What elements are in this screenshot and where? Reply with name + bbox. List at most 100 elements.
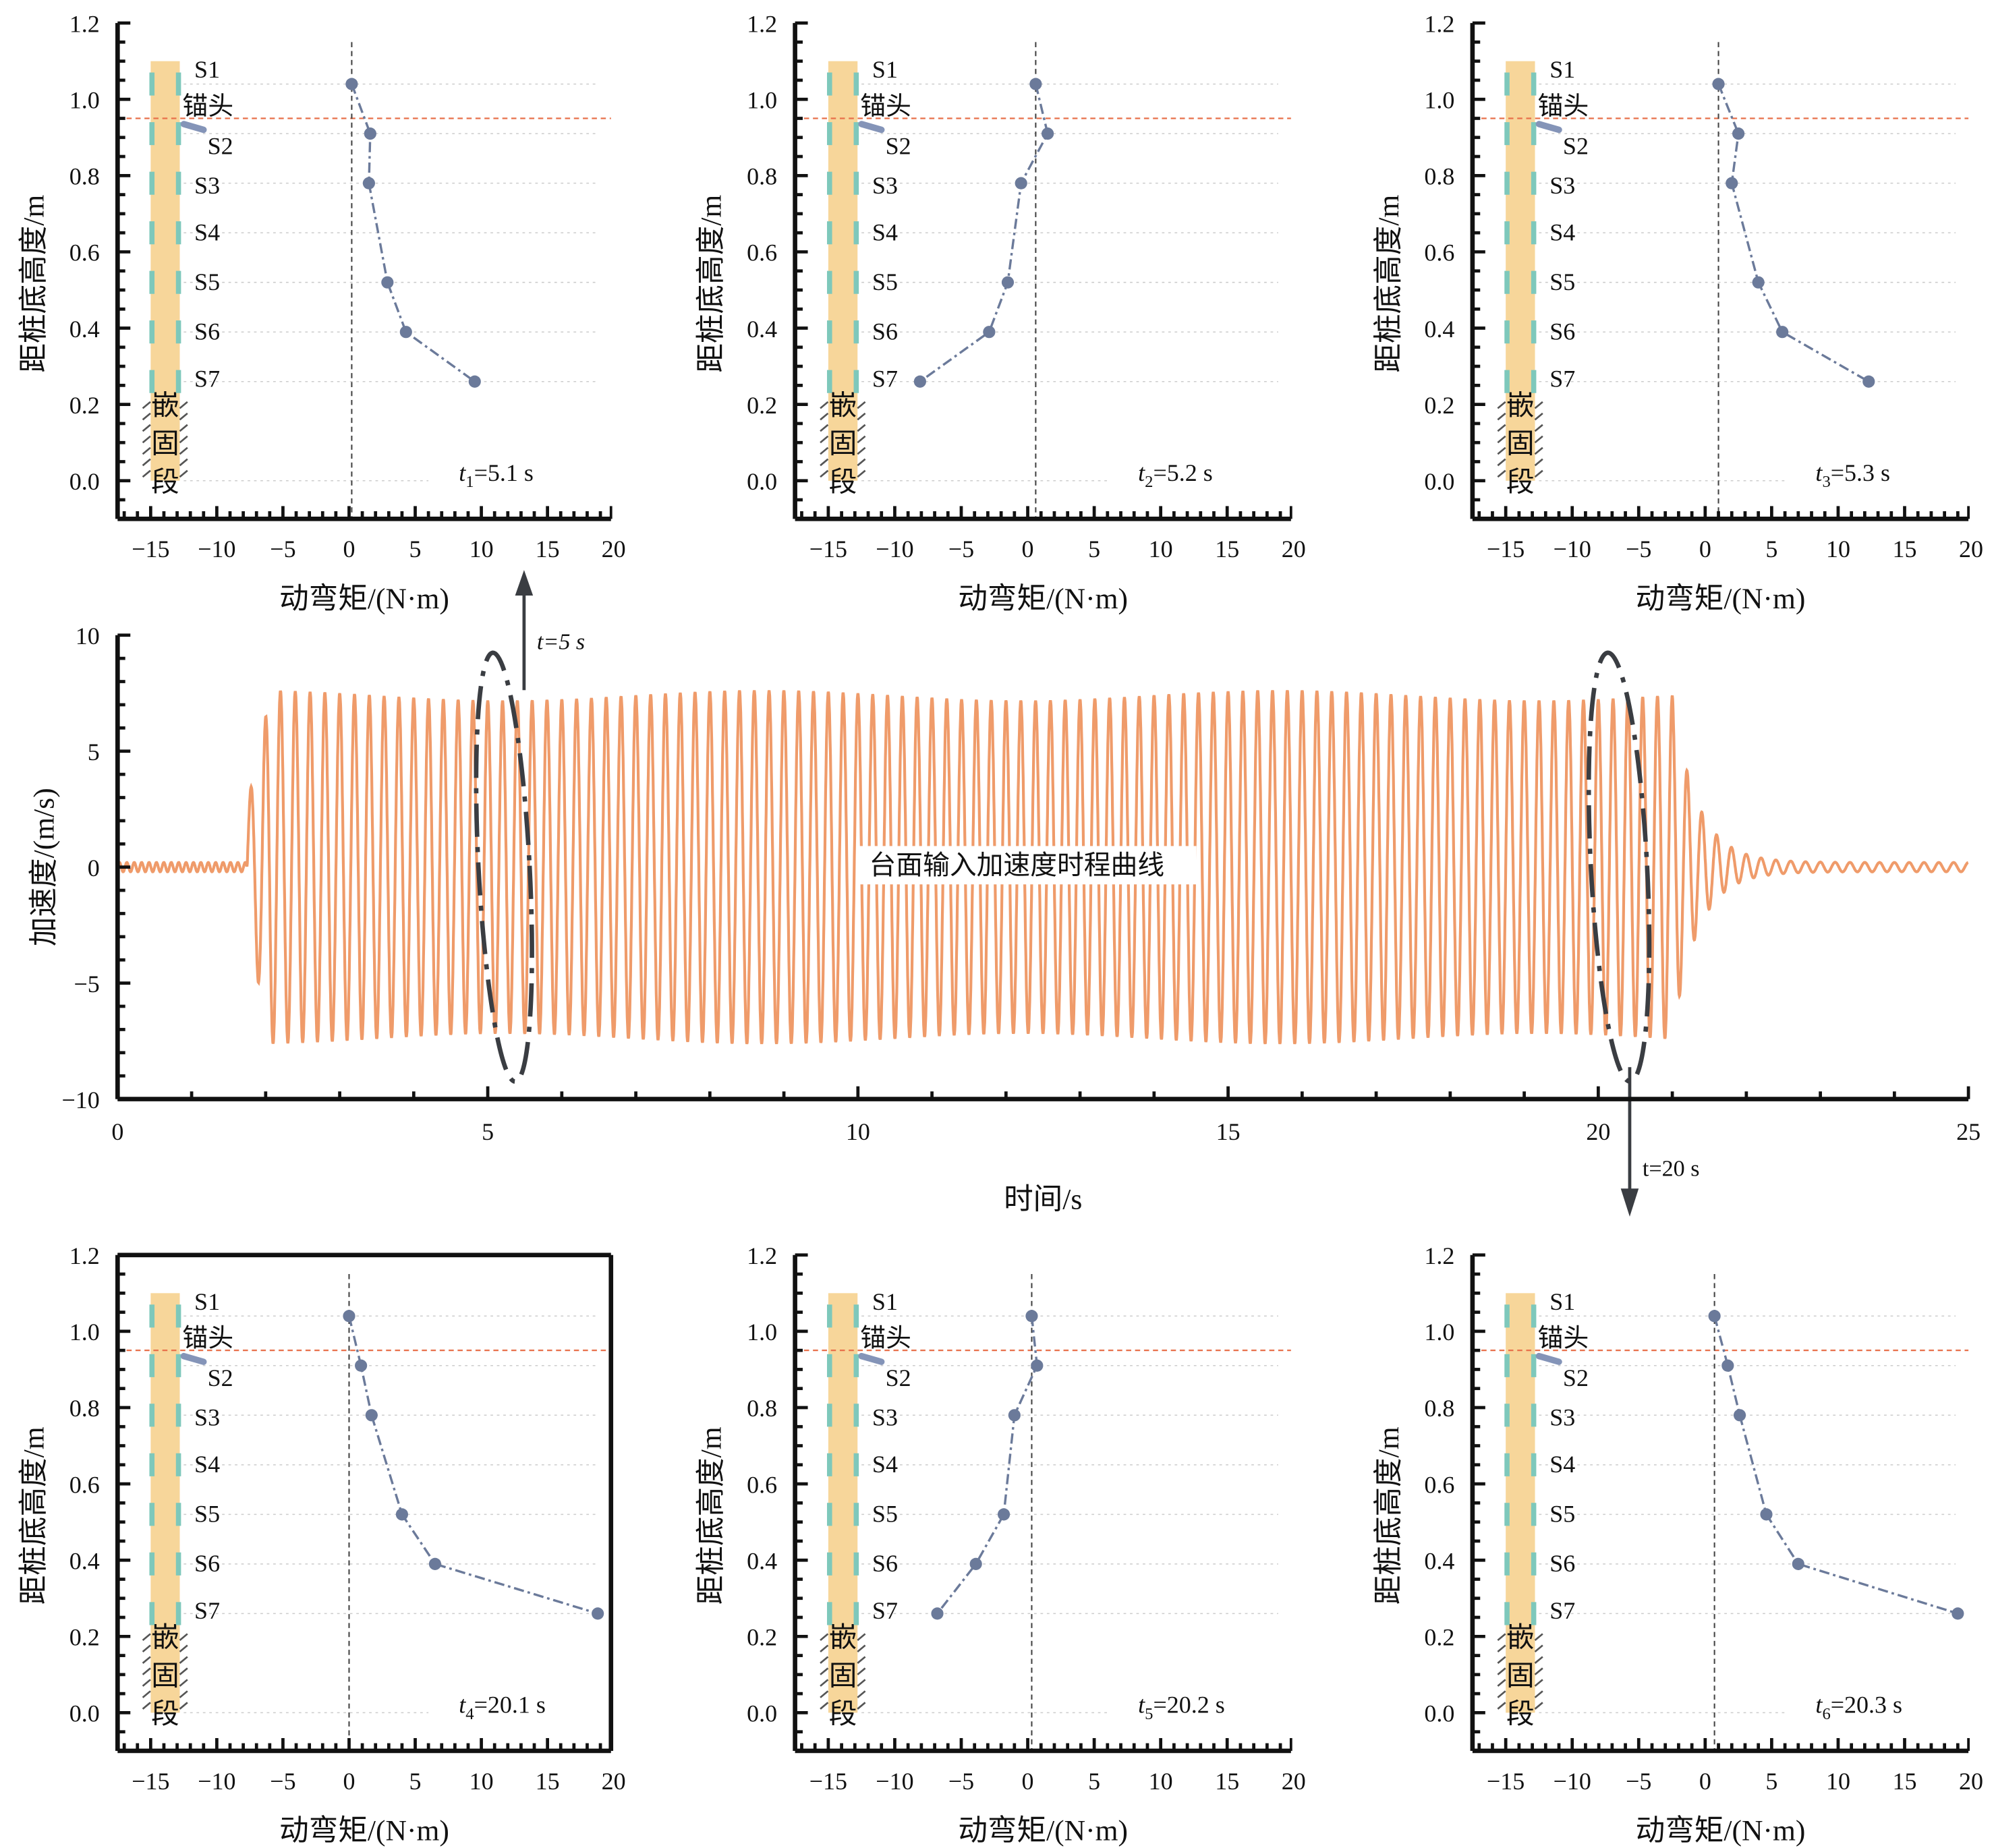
hatch-mark: [142, 1702, 188, 1710]
embedded-segment-label: 嵌: [151, 391, 179, 422]
time-label: t5=20.2 s: [1138, 1691, 1225, 1723]
anchor-head-icon: [858, 1352, 885, 1365]
x-tick-label: 25: [1956, 1118, 1981, 1145]
x-tick-label: −15: [1487, 1768, 1525, 1795]
hatch-mark: [1497, 435, 1543, 444]
data-point: [1721, 1359, 1734, 1372]
time-label: t2=5.2 s: [1138, 459, 1213, 491]
hatch-mark: [142, 458, 188, 467]
hatch-mark: [820, 469, 866, 478]
y-axis-label: 距桩底高度/m: [1373, 1426, 1405, 1605]
data-point: [913, 375, 926, 388]
data-point: [1015, 177, 1027, 190]
x-tick-label: −15: [809, 1768, 847, 1795]
arrow-down-icon: [1620, 1188, 1639, 1217]
x-tick-label: 20: [1959, 1768, 1983, 1795]
x-tick-label: 0: [111, 1118, 123, 1145]
x-axis-label: 时间/s: [1004, 1184, 1082, 1216]
y-tick-label: 0.6: [1424, 1471, 1454, 1498]
highlight-ellipse-t5: [474, 650, 534, 1084]
x-tick-label: 0: [1699, 536, 1711, 562]
x-tick-label: 15: [536, 1768, 560, 1795]
pile-body: [150, 61, 180, 481]
x-tick-label: −10: [876, 1768, 913, 1795]
x-axis-label: 动弯矩/(N·m): [958, 583, 1128, 615]
time-var: t: [459, 459, 466, 486]
x-tick-label: 5: [1088, 536, 1100, 562]
hatch-mark: [142, 1679, 188, 1687]
y-axis-label: 距桩底高度/m: [695, 195, 728, 373]
gauge-label-s5: S5: [872, 1501, 898, 1528]
embedded-segment-label: 嵌: [151, 1622, 179, 1653]
gauge-label-s5: S5: [1549, 1501, 1575, 1528]
y-tick-label: 0.2: [1424, 392, 1454, 419]
y-tick-label: 0.0: [69, 1700, 100, 1727]
y-tick-label: 0.4: [747, 1547, 777, 1574]
x-axis-label: 动弯矩/(N·m): [958, 1815, 1128, 1847]
y-tick-label: 1.0: [747, 86, 777, 113]
x-axis-label: 动弯矩/(N·m): [279, 1815, 449, 1847]
data-point: [355, 1359, 368, 1372]
gauge-label-s7: S7: [194, 365, 220, 392]
gauge-label-s1: S1: [194, 56, 220, 83]
embedded-segment-label: 段: [1506, 467, 1535, 498]
data-point: [1029, 78, 1042, 90]
embedded-segment-label: 固: [829, 1661, 857, 1692]
gauge-label-s4: S4: [1549, 1451, 1575, 1478]
y-tick-label: 0.8: [69, 163, 100, 190]
hatch-mark: [1497, 469, 1543, 478]
x-tick-label: 10: [1826, 536, 1850, 562]
y-tick-label: 0: [88, 855, 100, 882]
y-tick-label: 0.4: [1424, 316, 1454, 343]
gauge-label-s6: S6: [872, 1550, 898, 1577]
embedded-segment-label: 段: [829, 1699, 857, 1730]
subplot-t4: 嵌固段 S1 S2 S3 S4 S5 S6 S7 锚头 t4=20.1 s 0.0 0.2 0.4 0.6…: [18, 1242, 625, 1847]
gauge-label-s5: S5: [194, 268, 220, 295]
time-subscript: 1: [465, 473, 474, 491]
x-tick-label: −15: [809, 536, 847, 562]
x-tick-label: 5: [1765, 536, 1777, 562]
embedded-segment-label: 段: [829, 467, 857, 498]
data-point: [1712, 78, 1725, 90]
gauge-label-s3: S3: [1549, 172, 1575, 199]
y-tick-label: 0.2: [747, 1624, 777, 1651]
y-tick-label: 1.0: [747, 1319, 777, 1346]
data-point: [1025, 1310, 1038, 1323]
hatch-mark: [1497, 1702, 1543, 1710]
gauge-label-s6: S6: [1549, 1550, 1575, 1577]
y-tick-label: 1.2: [1424, 1242, 1454, 1269]
hatch-mark: [142, 435, 188, 444]
time-subscript: 3: [1822, 473, 1830, 491]
embedded-segment-label: 固: [151, 1661, 179, 1692]
x-tick-label: −10: [1554, 1768, 1591, 1795]
y-tick-label: 1.2: [1424, 10, 1454, 37]
y-tick-label: 0.4: [747, 316, 777, 343]
data-point: [395, 1508, 409, 1521]
gauge-label-s1: S1: [872, 56, 898, 83]
x-tick-label: 10: [1149, 536, 1173, 562]
x-tick-label: 20: [602, 536, 626, 562]
hatch-mark: [820, 1656, 866, 1664]
y-tick-label: 1.2: [69, 10, 100, 37]
hatch-mark: [142, 1656, 188, 1664]
x-axis-label: 动弯矩/(N·m): [279, 583, 449, 615]
y-tick-label: 1.0: [69, 86, 100, 113]
y-tick-label: 1.2: [747, 10, 777, 37]
x-tick-label: 0: [1022, 1768, 1034, 1795]
hatch-mark: [820, 1679, 866, 1687]
y-tick-label: 0.6: [69, 239, 100, 266]
hatch-mark: [820, 1633, 866, 1642]
x-tick-label: −5: [1626, 1768, 1651, 1795]
x-tick-label: 5: [1765, 1768, 1777, 1795]
y-axis-label: 加速度/(m/s): [28, 788, 61, 946]
data-point: [1708, 1310, 1721, 1323]
time-var: t: [1815, 1691, 1823, 1718]
anchor-label: 锚头: [182, 92, 233, 121]
gauge-label-s3: S3: [194, 1404, 220, 1431]
moment-series-line: [1717, 83, 1870, 383]
x-tick-label: 0: [1022, 536, 1034, 562]
x-tick-label: −15: [132, 536, 169, 562]
y-tick-label: 0.8: [1424, 163, 1454, 190]
hatch-mark: [142, 469, 188, 478]
